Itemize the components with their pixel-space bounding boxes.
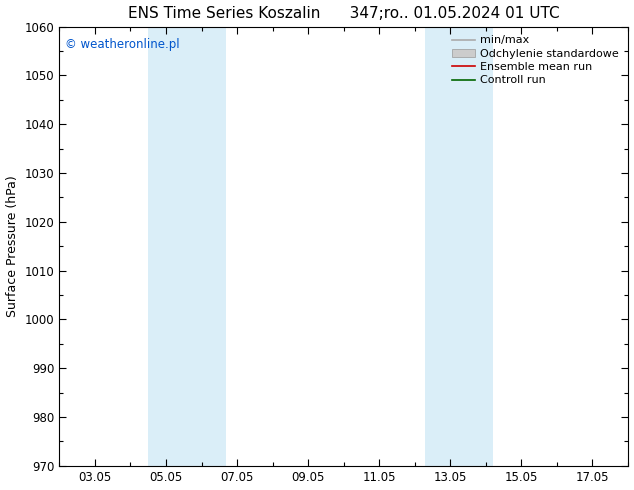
Title: ENS Time Series Koszalin      347;ro.. 01.05.2024 01 UTC: ENS Time Series Koszalin 347;ro.. 01.05.… (128, 6, 559, 21)
Bar (148, 26, 226, 466)
Text: © weatheronline.pl: © weatheronline.pl (65, 38, 179, 50)
Legend: min/max, Odchylenie standardowe, Ensemble mean run, Controll run: min/max, Odchylenie standardowe, Ensembl… (449, 32, 622, 89)
Y-axis label: Surface Pressure (hPa): Surface Pressure (hPa) (6, 175, 19, 317)
Bar (425, 26, 493, 466)
